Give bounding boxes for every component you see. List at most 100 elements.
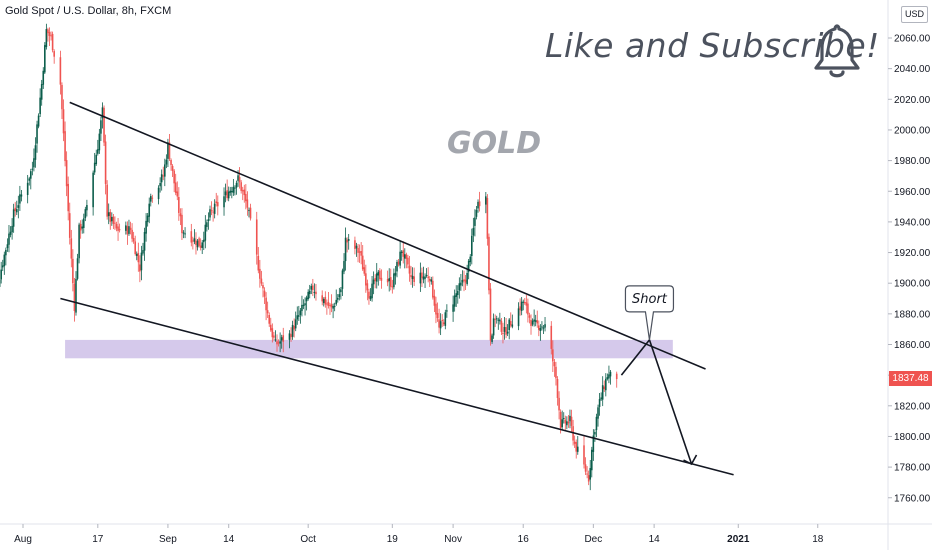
candle-body	[562, 418, 565, 420]
candle-body	[279, 341, 281, 344]
candle-body	[380, 277, 383, 281]
candle-body	[497, 319, 500, 321]
candle-body	[598, 399, 601, 407]
candle-body	[396, 261, 398, 272]
candle-body	[455, 293, 458, 297]
candle-body	[425, 275, 428, 277]
candle-body	[569, 415, 571, 422]
candle-body	[20, 194, 23, 197]
upper-trendline	[69, 101, 706, 370]
candle-body	[304, 303, 306, 306]
candle-body	[567, 421, 570, 424]
candle-body	[388, 278, 391, 282]
candle-body	[397, 261, 400, 265]
candle-body	[210, 210, 213, 212]
candle-body	[1, 265, 4, 268]
candle-body	[268, 314, 271, 324]
candle-body	[441, 319, 443, 321]
candle-body	[522, 301, 525, 303]
candle-body	[442, 322, 445, 325]
candle-body	[45, 29, 48, 48]
candle-body	[326, 303, 328, 305]
candle-body	[600, 397, 602, 400]
candle-body	[159, 183, 161, 187]
candle-body	[444, 312, 447, 326]
candle-body	[174, 182, 177, 193]
candle-body	[37, 115, 40, 127]
candle-body	[456, 291, 459, 296]
candle-body	[421, 272, 423, 278]
candle-body	[176, 191, 179, 197]
candle-body	[11, 225, 13, 233]
candle-body	[590, 449, 593, 471]
candle-body	[344, 237, 347, 262]
price-tick-label: 1860.00	[894, 340, 931, 351]
candle-body	[402, 250, 405, 257]
candle-body	[333, 306, 336, 308]
candle-body	[223, 196, 225, 208]
candle-body	[467, 260, 470, 272]
price-tick-label: 1760.00	[894, 493, 931, 504]
candle-body	[472, 227, 475, 236]
candle-body	[232, 186, 235, 193]
candle-body	[238, 176, 241, 183]
candle-body	[263, 290, 266, 297]
bell-icon[interactable]	[812, 22, 862, 82]
candle-body	[140, 252, 143, 271]
candle-body	[84, 209, 87, 219]
candle-body	[531, 320, 534, 325]
candle-body	[365, 273, 367, 286]
candle-body	[329, 305, 331, 307]
candle-body	[107, 212, 110, 217]
candle-body	[432, 280, 434, 298]
candle-body	[95, 154, 98, 165]
candle-body	[167, 142, 169, 159]
candle-body	[503, 327, 506, 332]
candle-body	[294, 319, 297, 329]
candle-body	[321, 295, 323, 302]
candle-body	[206, 222, 208, 227]
candle-body	[463, 279, 465, 282]
candle-body	[332, 305, 334, 309]
candle-body	[393, 273, 395, 288]
candle-body	[312, 285, 314, 291]
candle-body	[126, 226, 129, 235]
candle-body	[280, 337, 283, 341]
candle-body	[39, 97, 41, 115]
candle-body	[198, 238, 200, 246]
candle-body	[488, 236, 490, 291]
price-tick-label: 2020.00	[894, 95, 931, 106]
time-tick-label: 18	[812, 534, 824, 545]
symbol-title: Gold Spot / U.S. Dollar, 8h, FXCM	[5, 5, 172, 17]
currency-badge[interactable]: USD	[901, 6, 928, 23]
candle-body	[215, 201, 218, 204]
candle-body	[229, 190, 232, 193]
candle-body	[428, 278, 431, 281]
candle-body	[355, 245, 358, 249]
candle-body	[277, 342, 280, 344]
candle-body	[305, 297, 308, 302]
candle-body	[301, 304, 303, 311]
candle-body	[290, 334, 292, 338]
candle-body	[15, 209, 18, 213]
price-tick-label: 1980.00	[894, 156, 931, 167]
candle-body	[435, 303, 437, 315]
time-tick-label: Aug	[14, 534, 32, 545]
candle-body	[132, 237, 135, 242]
candle-body	[131, 229, 133, 239]
candle-body	[542, 327, 545, 329]
candle-body	[500, 320, 503, 332]
projection-down	[648, 339, 693, 465]
candle-body	[34, 145, 37, 160]
candle-body	[564, 419, 567, 424]
candle-body	[29, 171, 32, 179]
candle-body	[452, 304, 454, 312]
candle-body	[424, 276, 426, 279]
candle-body	[276, 341, 278, 345]
trendlines[interactable]: Short	[60, 101, 734, 476]
candle-body	[53, 51, 55, 57]
candle-body	[477, 201, 479, 209]
candle-body	[179, 213, 182, 217]
